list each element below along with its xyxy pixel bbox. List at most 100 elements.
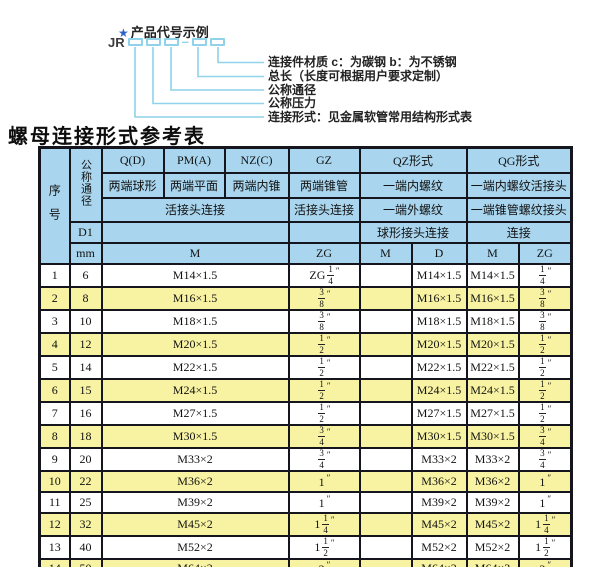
- leader-lines: [134, 47, 264, 118]
- cell-thread-m: M52×2: [100, 534, 290, 560]
- cell-qg-m: M20×1.5: [465, 331, 520, 357]
- header-qg-desc: 一端内螺纹活接头: [465, 171, 573, 199]
- header-qg-taper-thread: 一端锥管螺纹接头: [465, 196, 573, 223]
- cell-serial: 14: [38, 557, 71, 567]
- table-row: 2 8 M16×1.5 3 8 ″ M16×1.5 M16×1.5 3 8 ″: [38, 285, 573, 311]
- cell-gz-zg: 1 2 ″: [287, 400, 361, 426]
- cell-dn: 32: [68, 511, 103, 537]
- code-dash: –: [181, 34, 189, 49]
- code-prefix: JR: [108, 34, 125, 50]
- cell-qz-m: [358, 400, 413, 426]
- nut-connection-reference-table: 序号 公称通径 Q(D) PM(A) NZ(C) GZ QZ形式 QG形式 两端…: [38, 146, 573, 567]
- cell-qz-m: [358, 446, 413, 472]
- cell-serial: 12: [38, 511, 71, 537]
- code-box: [145, 38, 161, 46]
- cell-qz-m: [358, 469, 413, 493]
- cell-gz-zg: 2″: [287, 557, 361, 567]
- cell-thread-m: M33×2: [100, 446, 290, 472]
- cell-qg-m: M14×1.5: [465, 262, 520, 288]
- header-union-connection: 活接头连接: [100, 196, 290, 223]
- header-qz-code: QZ形式: [358, 146, 468, 174]
- header-q-desc: 两端球形: [100, 171, 165, 199]
- table-row: 1 6 M14×1.5 ZG 1 4 ″ M14×1.5 M14×1.5 1 4 ″: [38, 262, 573, 288]
- cell-qz-m: [358, 308, 413, 334]
- cell-qg-zg: 1 ″: [517, 469, 573, 493]
- table-row: 10 22 M36×2 1 ″ M36×2 M36×2 1 ″: [38, 469, 573, 493]
- cell-qg-zg: 1 ″: [517, 490, 573, 514]
- cell-qz-m: [358, 331, 413, 357]
- cell-gz-zg: 1 2 ″: [287, 354, 361, 380]
- cell-qg-zg: 3 8 ″: [517, 308, 573, 334]
- diagram-label-diameter: 公称通径: [268, 82, 317, 97]
- cell-qz-d: M20×1.5: [410, 331, 468, 357]
- header-qg-code: QG形式: [465, 146, 573, 174]
- cell-dn: 8: [68, 285, 103, 311]
- header-gz-code: GZ: [287, 146, 361, 174]
- cell-dn: 10: [68, 308, 103, 334]
- cell-qz-d: M36×2: [410, 469, 468, 493]
- diagram-heading: ★ 产品代号示例: [118, 22, 209, 41]
- table-row: 5 14 M22×1.5 1 2 ″ M22×1.5 M22×1.5 1 2 ″: [38, 354, 573, 380]
- cell-thread-m: M14×1.5: [100, 262, 290, 288]
- diagram-label-material: 连接件材质 c：为碳钢 b：为不锈钢: [268, 55, 457, 69]
- header-q-code: Q(D): [100, 146, 165, 174]
- diagram-label-length: 总长（长度可根据用户要求定制）: [268, 69, 449, 83]
- cell-qg-m: M39×2: [465, 490, 520, 514]
- cell-serial: 10: [38, 469, 71, 493]
- cell-thread-m: M20×1.5: [100, 331, 290, 357]
- cell-qz-d: M14×1.5: [410, 262, 468, 288]
- cell-qz-m: [358, 534, 413, 560]
- cell-gz-zg: 3 4 ″: [287, 446, 361, 472]
- cell-gz-zg: 3 8 ″: [287, 308, 361, 334]
- cell-dn: 15: [68, 377, 103, 403]
- table-row: 6 15 M24×1.5 1 2 ″ M24×1.5 M24×1.5 1 2 ″: [38, 377, 573, 403]
- cell-serial: 2: [38, 285, 71, 311]
- cell-qg-m: M18×1.5: [465, 308, 520, 334]
- header-nominal-diameter: 公称通径: [68, 146, 103, 223]
- cell-qz-m: [358, 557, 413, 567]
- product-code-row: JR –: [108, 34, 225, 50]
- table-row: 13 40 M52×2 1 1 2 ″ M52×2 M52×2 1 1 2 ″: [38, 534, 573, 560]
- cell-gz-zg: 1 ″: [287, 469, 361, 493]
- table-title: 螺母连接形式参考表: [8, 124, 206, 148]
- cell-dn: 6: [68, 262, 103, 288]
- cell-qz-m: [358, 285, 413, 311]
- cell-qg-zg: 1 1 2 ″: [517, 534, 573, 560]
- cell-gz-zg: 1 ″: [287, 490, 361, 514]
- cell-qg-zg: 1 2 ″: [517, 331, 573, 357]
- cell-qg-m: M33×2: [465, 446, 520, 472]
- cell-serial: 11: [38, 490, 71, 514]
- header-qg-connect: 连接: [465, 220, 573, 244]
- cell-dn: 40: [68, 534, 103, 560]
- cell-qg-zg: 1 2 ″: [517, 400, 573, 426]
- cell-qz-d: M45×2: [410, 511, 468, 537]
- cell-qz-d: M30×1.5: [410, 423, 468, 449]
- cell-qz-d: M16×1.5: [410, 285, 468, 311]
- star-icon: ★: [118, 26, 129, 40]
- header-qg-zg-unit: ZG: [517, 241, 573, 265]
- cell-qz-d: M24×1.5: [410, 377, 468, 403]
- cell-gz-zg: 3 4 ″: [287, 423, 361, 449]
- cell-dn: 14: [68, 354, 103, 380]
- cell-qg-zg: 3 4 ″: [517, 446, 573, 472]
- cell-qg-m: M45×2: [465, 511, 520, 537]
- cell-qz-m: [358, 511, 413, 537]
- cell-serial: 8: [38, 423, 71, 449]
- cell-serial: 5: [38, 354, 71, 380]
- diagram-label-connection: 连接形式：见金属软管常用结构形式表: [268, 109, 473, 124]
- header-pm-code: PM(A): [162, 146, 226, 174]
- diagram-title: 产品代号示例: [130, 25, 209, 40]
- header-qz-desc: 一端内螺纹: [358, 171, 468, 199]
- cell-serial: 9: [38, 446, 71, 472]
- cell-qz-m: [358, 262, 413, 288]
- cell-dn: 50: [68, 557, 103, 567]
- header-gz-union-connection: 活接头连接: [287, 196, 361, 223]
- cell-dn: 25: [68, 490, 103, 514]
- cell-qz-d: M33×2: [410, 446, 468, 472]
- cell-qg-m: M52×2: [465, 534, 520, 560]
- cell-qz-d: M39×2: [410, 490, 468, 514]
- diagram-label-pressure: 公称压力: [268, 96, 317, 110]
- cell-serial: 7: [38, 400, 71, 426]
- cell-qg-m: M27×1.5: [465, 400, 520, 426]
